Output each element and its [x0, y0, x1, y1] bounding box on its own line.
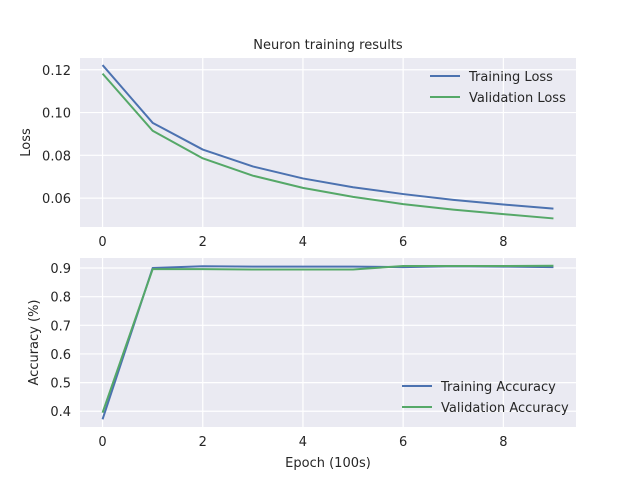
y-tick-label: 0.12 — [42, 64, 71, 79]
y-tick-label: 0.4 — [50, 405, 71, 420]
chart-panel-0: 0 2 4 6 8 0.06 0.08 0.10 0.12 Loss Training Loss Va… — [19, 58, 576, 250]
x-tick-label: 4 — [299, 235, 307, 250]
legend-label: Training Accuracy — [440, 380, 556, 395]
x-tick-label: 0 — [98, 435, 106, 450]
x-tick-label: 6 — [399, 235, 407, 250]
y-tick-label: 0.7 — [50, 319, 71, 334]
series-line-1 — [101, 72, 554, 220]
chart-title: Neuron training results — [253, 38, 403, 53]
x-tick-label: 2 — [199, 235, 207, 250]
y-tick-label: 0.5 — [50, 377, 71, 392]
y-tick-label: 0.06 — [42, 192, 71, 207]
y-axis-label: Loss — [19, 128, 34, 157]
legend-label: Validation Loss — [469, 91, 566, 106]
series-line-0 — [101, 64, 554, 210]
plot-background — [80, 258, 576, 427]
y-axis-label: Accuracy (%) — [27, 300, 42, 386]
y-tick-label: 0.10 — [42, 107, 71, 122]
plots-layer: 0 2 4 6 8 0.06 0.08 0.10 0.12 Loss Training Loss Va… — [19, 58, 576, 450]
legend-label: Validation Accuracy — [441, 401, 569, 416]
y-tick-label: 0.8 — [50, 291, 71, 306]
x-tick-label: 2 — [199, 435, 207, 450]
x-tick-label: 8 — [499, 435, 507, 450]
y-tick-label: 0.08 — [42, 149, 71, 164]
series-line-1 — [101, 264, 554, 414]
x-tick-label: 4 — [299, 435, 307, 450]
chart-panel-1: 0 2 4 6 8 0.4 0.5 0.6 0.7 0.8 0.9 Accuracy (%) Train… — [27, 258, 576, 450]
x-axis-label: Epoch (100s) — [285, 456, 371, 471]
x-tick-label: 0 — [98, 235, 106, 250]
x-tick-label: 8 — [499, 235, 507, 250]
plot-background — [80, 58, 576, 227]
legend-label: Training Loss — [468, 70, 553, 85]
x-tick-label: 6 — [399, 435, 407, 450]
y-tick-label: 0.9 — [50, 262, 71, 277]
y-tick-label: 0.6 — [50, 348, 71, 363]
